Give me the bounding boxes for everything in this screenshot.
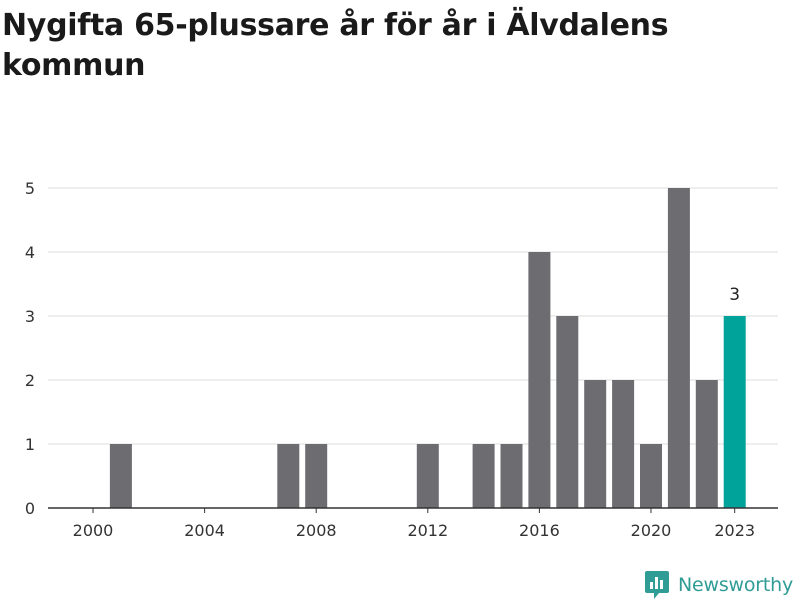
bar-2001 — [109, 444, 132, 508]
y-axis-ticks: 0 1 2 3 4 5 — [25, 179, 35, 518]
bar-2019 — [612, 380, 635, 508]
x-tick-label: 2004 — [184, 521, 225, 540]
data-labels: 3 — [729, 285, 740, 305]
y-tick-label: 5 — [25, 179, 35, 198]
y-tick-label: 0 — [25, 499, 35, 518]
y-tick-label: 3 — [25, 307, 35, 326]
x-tick-label: 2016 — [519, 521, 560, 540]
x-tick-label: 2012 — [407, 521, 448, 540]
bar-2020 — [640, 444, 662, 508]
data-label-2023: 3 — [729, 285, 740, 305]
bar-2016 — [528, 252, 551, 508]
x-tick-label: 2020 — [631, 521, 672, 540]
x-tick-label: 2000 — [73, 521, 114, 540]
bar-2012 — [416, 444, 439, 508]
bar-2015 — [500, 444, 523, 508]
bar-2022 — [695, 380, 718, 508]
y-tick-label: 1 — [25, 435, 35, 454]
x-tick-label: 2008 — [296, 521, 337, 540]
y-tick-label: 2 — [25, 371, 35, 390]
y-tick-label: 4 — [25, 243, 35, 262]
bar-2014 — [472, 444, 495, 508]
newsworthy-logo: Newsworthy — [644, 570, 793, 600]
bar-2018 — [584, 380, 607, 508]
bar-2023 — [723, 316, 746, 508]
x-tick-label: 2023 — [714, 521, 755, 540]
bars — [109, 188, 746, 508]
bar-2017 — [556, 316, 579, 508]
bar-2008 — [305, 444, 328, 508]
bar-2021 — [667, 188, 690, 508]
x-axis-ticks: 2000 2004 2008 2012 2016 2020 2023 — [73, 508, 755, 540]
chart-title: Nygifta 65-plussare år för år i Älvdalen… — [2, 8, 669, 83]
gridlines — [48, 187, 778, 445]
newsworthy-logo-icon — [645, 571, 669, 599]
bar-2007 — [277, 444, 300, 508]
newsworthy-logo-text: Newsworthy — [678, 574, 794, 596]
